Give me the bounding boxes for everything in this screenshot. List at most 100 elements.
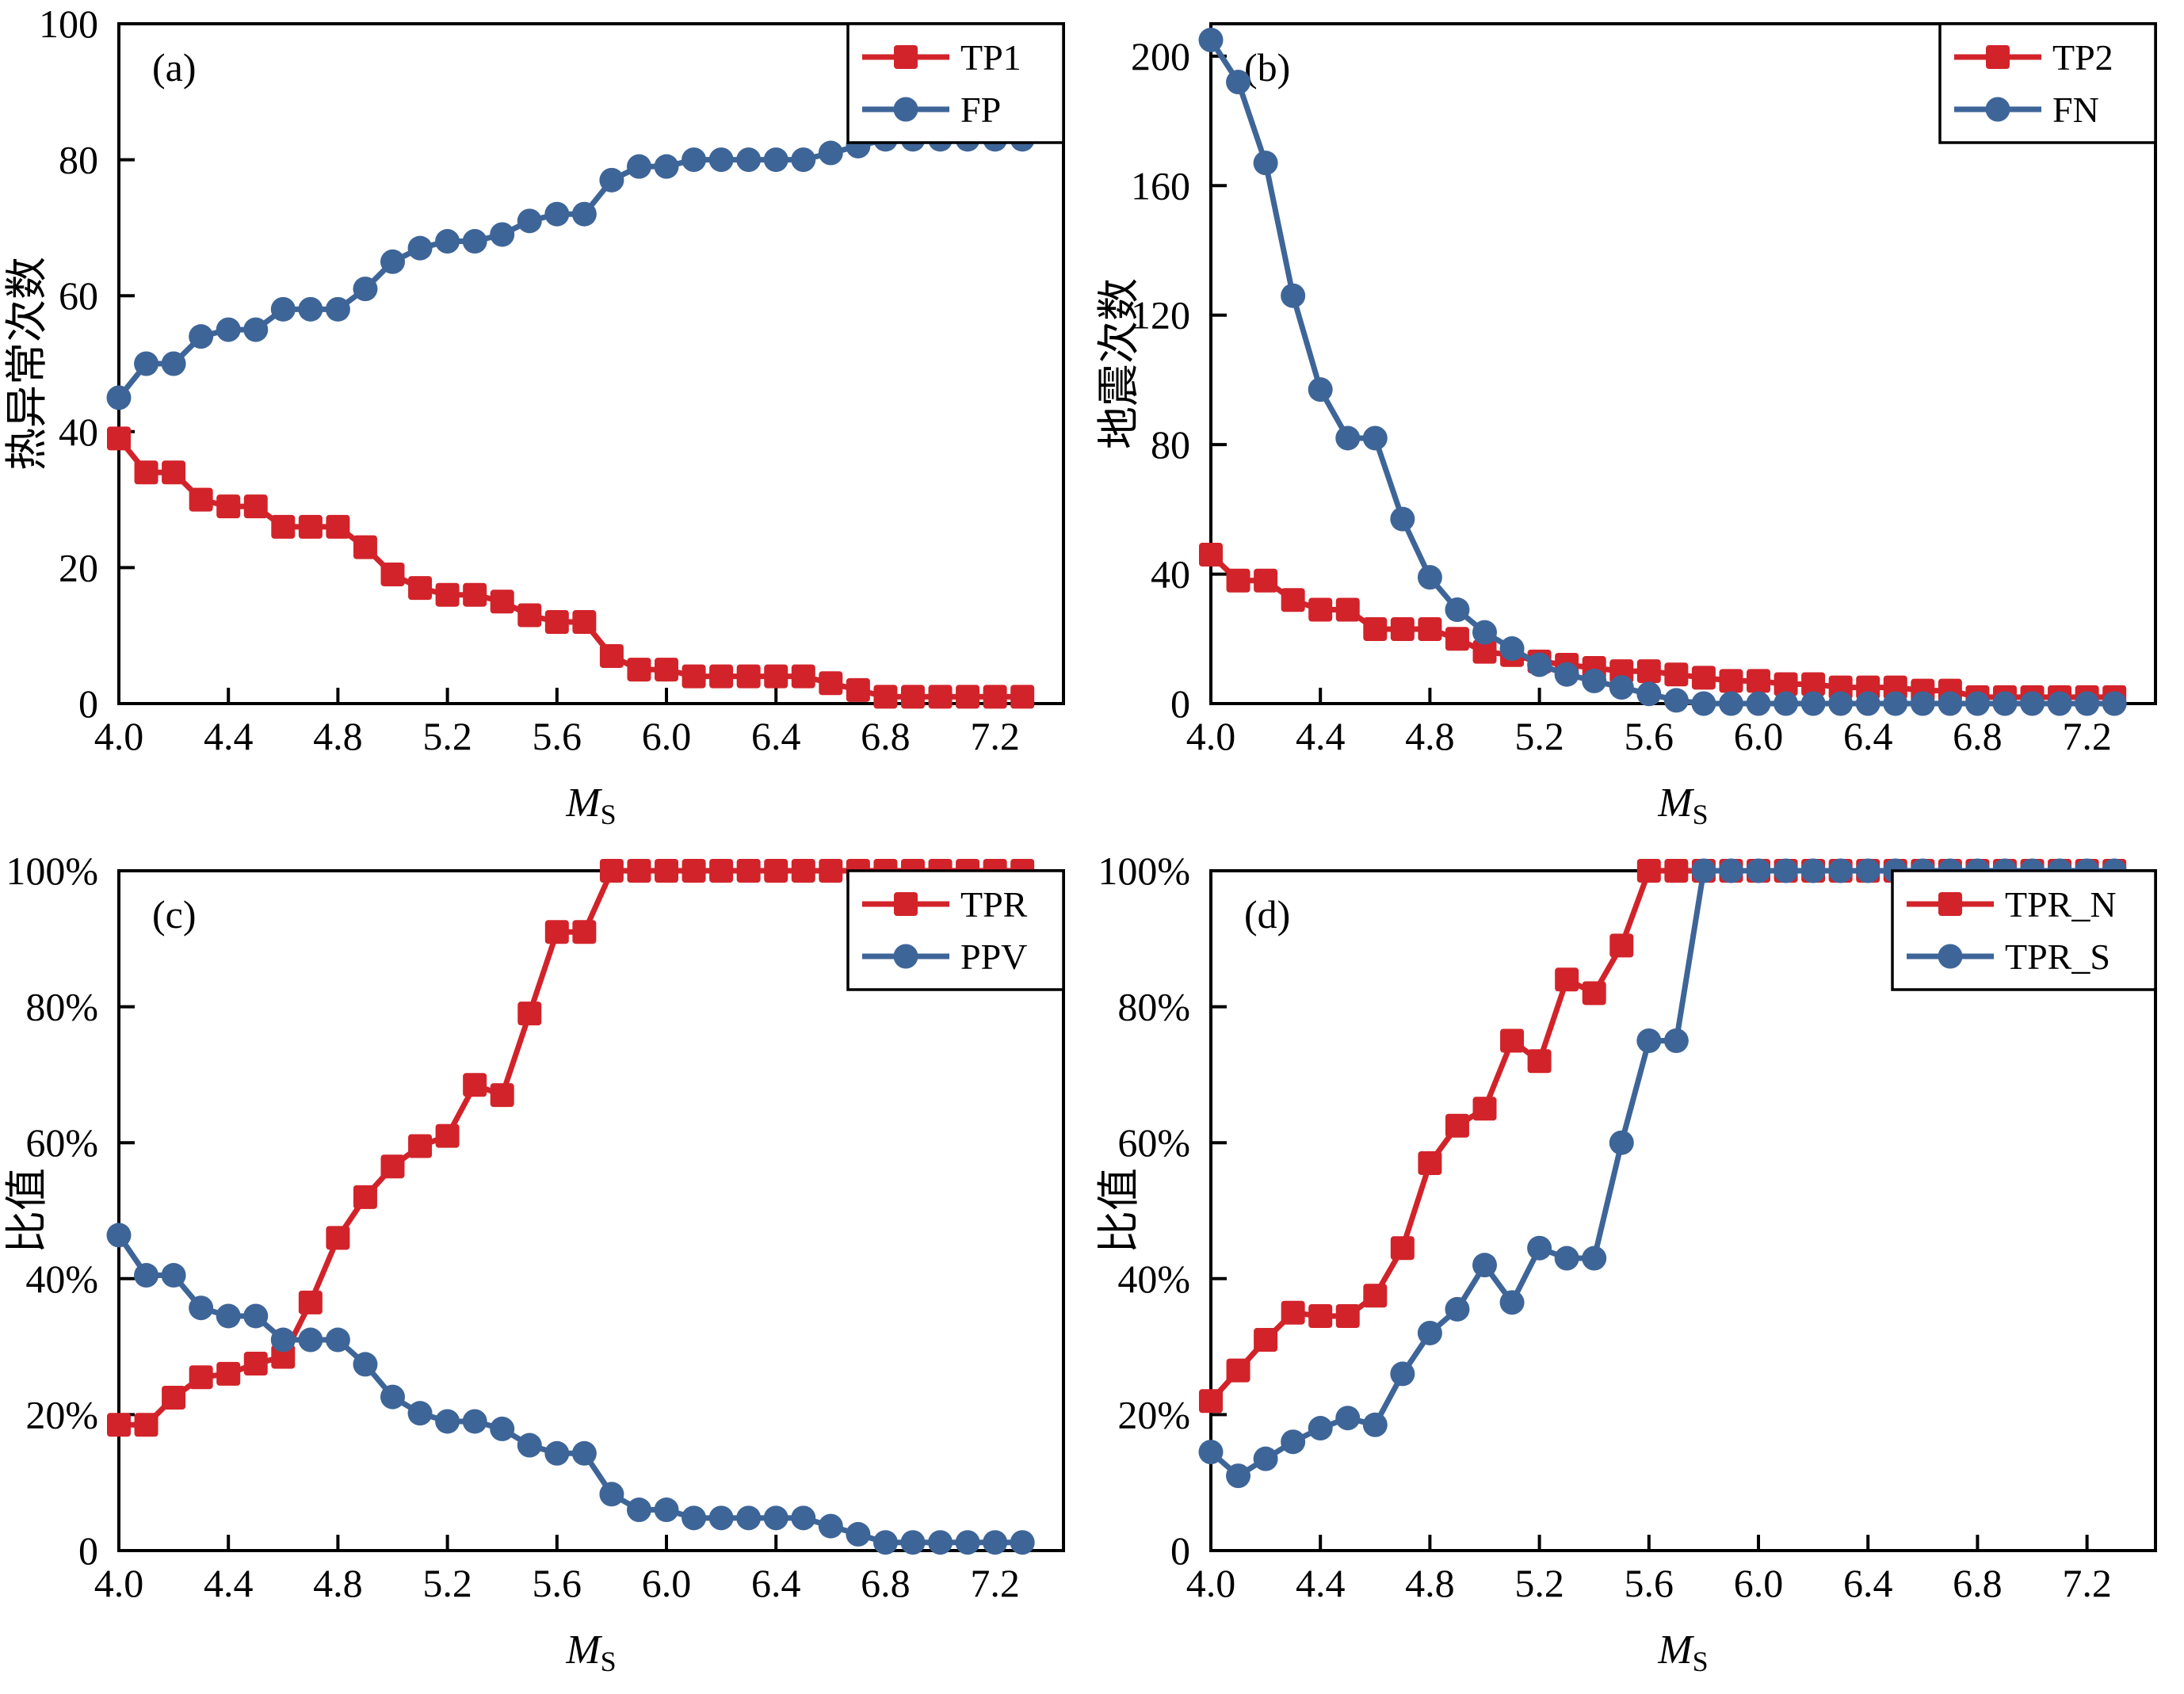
legend-label: TPR [960,884,1028,925]
data-point [408,576,433,601]
data-point [654,1498,679,1523]
data-point [1472,639,1497,664]
x-tick-label: 6.0 [642,1561,692,1605]
data-point [2075,691,2100,716]
data-point [1226,1358,1250,1383]
data-point [189,487,213,512]
y-axis-label: 热异常次数 [3,257,51,471]
data-point [736,1505,762,1531]
x-tick-label: 6.0 [1734,714,1784,758]
data-point [1609,1130,1634,1155]
data-point [1199,1389,1223,1414]
data-point [1800,691,1826,716]
data-point [1445,627,1469,651]
legend-label: PPV [960,937,1027,977]
data-point [1664,662,1689,687]
y-tick-label: 40 [59,410,98,454]
data-point [1226,568,1250,593]
data-point [1010,1530,1035,1555]
panel-d: 0 20% 40% 60% 80% 100% 4.0 4.4 4.8 5.2 5.6 6.0 6.4 6.… [1092,847,2184,1694]
data-point [1691,691,1716,716]
data-point [407,235,433,261]
data-point [1390,1236,1415,1261]
y-tick-label: 0 [78,1528,98,1573]
series-line [116,1233,1023,1546]
data-point [298,1290,323,1314]
data-point [353,277,378,302]
data-point [955,1530,980,1555]
x-tick-label: 6.0 [642,714,692,758]
data-point [107,426,131,451]
data-point [928,685,953,709]
data-point [517,603,542,628]
data-point [270,296,296,322]
data-point [544,201,570,227]
data-point [544,610,569,635]
data-point [1828,691,1854,716]
data-point [709,664,734,689]
data-point [791,1505,816,1531]
x-tick-label: 5.6 [1625,1561,1674,1605]
y-axis-label: 比值 [1095,1168,1143,1253]
data-point [1335,425,1361,451]
legend-circle-marker-icon [893,944,918,969]
x-tick-label: 4.8 [1405,714,1455,758]
data-point [1390,506,1415,532]
data-point [654,154,679,179]
data-point [463,582,487,607]
x-tick-label: 6.0 [1734,1561,1784,1605]
data-point [325,296,350,322]
data-point [1445,597,1470,623]
y-tick-label: 40% [25,1257,98,1301]
data-point [1418,1150,1442,1175]
plot-frame [117,22,1065,705]
legend-label: TPR_S [2005,937,2110,977]
data-point [1472,1253,1498,1278]
x-tick-label: 4.8 [1405,1561,1455,1605]
data-point [134,1263,159,1288]
panel-label: (b) [1244,45,1290,90]
data-point [1609,933,1634,958]
data-point [983,1530,1008,1555]
data-point [490,589,514,614]
legend-square-marker-icon [1938,892,1962,916]
data-point [271,1345,296,1369]
panel-label: (d) [1244,892,1290,937]
data-point [134,1413,158,1437]
chart-d-svg: 0 20% 40% 60% 80% 100% 4.0 4.4 4.8 5.2 5.6 6.0 6.4 6.… [1095,849,2157,1677]
y-tick-label: 200 [1131,34,1190,78]
data-point [243,1303,269,1329]
data-point [162,460,186,485]
data-point [1910,691,1935,716]
data-point [1527,1235,1552,1261]
legend-circle-marker-icon [893,97,918,122]
x-tick-label: 4.0 [94,1561,144,1605]
data-point [1582,668,1607,693]
data-point [983,685,1007,709]
data-point [1010,685,1035,709]
data-point [243,1352,268,1376]
data-point [462,229,487,254]
data-point [544,1440,570,1466]
data-point [572,610,597,635]
x-tick-label: 7.2 [2062,1561,2112,1605]
data-point [709,859,734,883]
legend-circle-marker-icon [1938,944,1963,969]
data-point [1335,1303,1360,1328]
data-point [655,658,679,682]
data-point [682,147,707,173]
data-point [1417,1320,1442,1345]
data-point [846,1521,871,1547]
data-point [1663,688,1689,713]
data-point [1527,1049,1552,1074]
data-point [435,229,460,254]
data-point [1582,1246,1607,1271]
data-point [818,1513,843,1539]
data-point [1555,967,1579,992]
data-point [626,154,651,179]
data-point [435,1124,460,1148]
data-point [1691,666,1716,690]
data-point [571,201,597,227]
legend-label: TP1 [960,37,1021,78]
